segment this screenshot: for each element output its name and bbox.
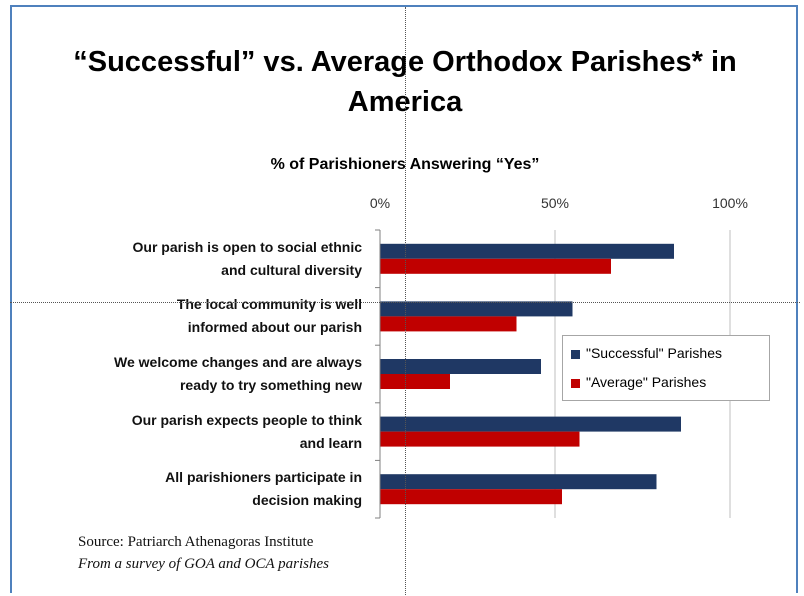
category-label-line: and learn (299, 434, 362, 451)
bar-average-2 (380, 374, 450, 389)
bar-successful-2 (380, 359, 541, 374)
category-label-line: ready to try something new (179, 377, 362, 393)
legend-item-average: "Average" Parishes (571, 374, 706, 390)
category-label-3: Our parish expects people to think and le… (40, 409, 362, 455)
legend-label-successful: "Successful" Parishes (586, 345, 722, 361)
bar-average-1 (380, 316, 517, 332)
legend-label-average: "Average" Parishes (586, 374, 707, 390)
chart-subtitle: % of Parishioners Answering “Yes” (270, 156, 540, 173)
bar-successful-3 (380, 416, 681, 432)
category-label-1: The local community is well informed abou… (40, 293, 362, 339)
x-tick-label-1: 50% (541, 195, 569, 211)
legend-item-successful: "Successful" Parishes (571, 345, 722, 361)
vertical-guide-line (405, 7, 406, 595)
bar-average-4 (380, 489, 562, 505)
source-line: Source: Patriarch Athenagoras Institute (78, 534, 314, 550)
bar-successful-1 (380, 301, 573, 317)
category-label-line: The local community is well (176, 296, 362, 313)
category-label-0: Our parish is open to social ethnic and c… (40, 236, 363, 282)
category-label-line: Our parish expects people to think (131, 411, 362, 428)
x-tick-label-0: 0% (370, 195, 390, 211)
category-label-line: informed about our parish (187, 319, 362, 336)
category-label-line: decision making (252, 492, 362, 509)
category-label-2: We welcome changes and are always ready t… (40, 351, 362, 397)
category-label-line: We welcome changes and are always (114, 354, 362, 370)
category-label-line: All parishioners participate in (165, 469, 362, 486)
horizontal-guide-line (10, 302, 800, 303)
survey-note: From a survey of GOA and OCA parishes (78, 556, 329, 572)
category-label-4: All parishioners participate in decision … (40, 466, 362, 512)
legend-swatch-successful (571, 349, 580, 359)
legend: "Successful" Parishes "Average" Parishes (562, 335, 770, 401)
category-label-line: Our parish is open to social ethnic (132, 238, 363, 255)
bar-average-3 (380, 431, 580, 447)
legend-swatch-average (571, 378, 580, 388)
category-label-line: and cultural diversity (221, 261, 362, 278)
source-note: Source: Patriarch Athenagoras Institute … (78, 531, 329, 575)
x-tick-label-2: 100% (712, 195, 748, 211)
bar-average-0 (380, 258, 611, 274)
bar-successful-0 (380, 243, 674, 259)
bar-successful-4 (380, 474, 657, 490)
